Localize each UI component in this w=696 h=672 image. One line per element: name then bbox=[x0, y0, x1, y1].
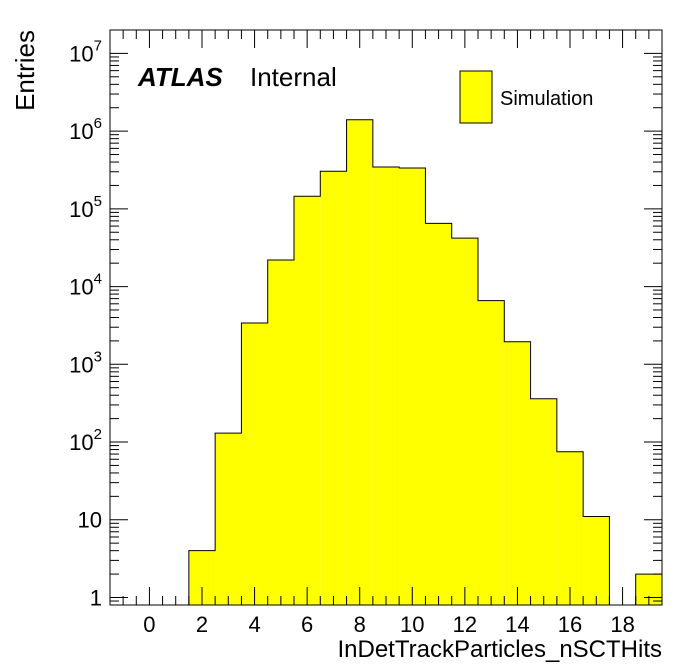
y-tick-label: 107 bbox=[69, 37, 102, 66]
x-tick-label: 12 bbox=[453, 612, 477, 637]
y-tick-base: 10 bbox=[78, 508, 102, 533]
x-tick-label: 14 bbox=[505, 612, 529, 637]
x-axis-label: InDetTrackParticles_nSCTHits bbox=[337, 636, 662, 663]
y-tick-label: 102 bbox=[69, 426, 102, 455]
y-tick-label: 103 bbox=[69, 348, 102, 377]
histogram-bin-15 bbox=[530, 398, 557, 605]
y-tick-label: 10 bbox=[78, 508, 102, 533]
x-tick-label: 0 bbox=[143, 612, 155, 637]
histogram-bin-4 bbox=[241, 322, 268, 605]
histogram-bars bbox=[136, 119, 662, 606]
histogram-bin-7 bbox=[320, 171, 347, 605]
legend-swatch bbox=[459, 70, 493, 124]
y-tick-exponent: 7 bbox=[94, 37, 102, 54]
x-tick-label: 6 bbox=[301, 612, 313, 637]
y-tick-exponent: 2 bbox=[94, 426, 102, 443]
x-tick-label: 2 bbox=[196, 612, 208, 637]
y-tick-exponent: 5 bbox=[94, 193, 102, 210]
histogram-bin-6 bbox=[294, 196, 321, 605]
legend: Simulation bbox=[459, 70, 593, 124]
histogram-bin-13 bbox=[478, 300, 505, 605]
x-tick-label: 10 bbox=[400, 612, 424, 637]
histogram-bin-12 bbox=[451, 238, 478, 606]
histogram-bin-3 bbox=[215, 433, 242, 605]
y-tick-base: 10 bbox=[69, 275, 93, 300]
y-tick-base: 10 bbox=[69, 41, 93, 66]
histogram-bin-11 bbox=[425, 223, 452, 606]
histogram-bin-10 bbox=[399, 168, 426, 605]
histogram-outline bbox=[136, 119, 662, 606]
x-tick-label: 8 bbox=[354, 612, 366, 637]
y-tick-label: 1 bbox=[90, 585, 102, 610]
histogram-bin-8 bbox=[346, 119, 373, 606]
y-tick-exponent: 3 bbox=[94, 348, 102, 365]
atlas-label-internal: Internal bbox=[250, 62, 337, 92]
y-axis-label: Entries bbox=[10, 30, 40, 111]
y-tick-base: 10 bbox=[69, 352, 93, 377]
histogram-bin-9 bbox=[372, 167, 400, 605]
y-tick-base: 10 bbox=[69, 430, 93, 455]
atlas-label: ATLAS Internal bbox=[137, 62, 337, 92]
y-tick-base: 10 bbox=[69, 197, 93, 222]
legend-label: Simulation bbox=[500, 88, 593, 110]
x-axis: 0 2 4 6 8 10 12 14 16 18 bbox=[109, 30, 663, 637]
y-tick-base: 1 bbox=[90, 585, 102, 610]
histogram-bin-5 bbox=[267, 259, 294, 605]
atlas-label-bold: ATLAS bbox=[137, 62, 223, 92]
x-tick-label: 18 bbox=[610, 612, 634, 637]
y-tick-exponent: 6 bbox=[94, 115, 102, 132]
y-tick-label: 105 bbox=[69, 193, 102, 222]
y-tick-base: 10 bbox=[69, 119, 93, 144]
y-tick-label: 104 bbox=[69, 271, 102, 300]
histogram-bin-14 bbox=[504, 341, 531, 605]
x-tick-label: 16 bbox=[558, 612, 582, 637]
y-tick-exponent: 4 bbox=[94, 271, 102, 288]
x-tick-label: 4 bbox=[248, 612, 260, 637]
y-tick-label: 106 bbox=[69, 115, 102, 144]
histogram-bin-17 bbox=[583, 516, 610, 605]
histogram-bin-16 bbox=[556, 451, 584, 605]
